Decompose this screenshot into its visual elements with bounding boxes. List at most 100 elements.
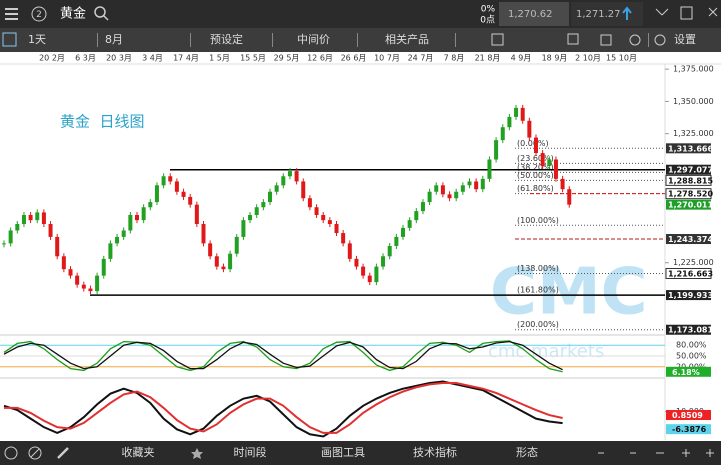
- menu-icon[interactable]: [5, 8, 18, 20]
- value-badge-label: 6.18%: [672, 368, 700, 377]
- price-badge: [666, 164, 711, 175]
- candle: [567, 189, 572, 205]
- price-badge: [666, 199, 711, 210]
- candle: [520, 107, 525, 121]
- candle: [268, 191, 272, 203]
- change-pct: 0%: [481, 5, 496, 15]
- footer-button[interactable]: 画图工具: [321, 446, 365, 459]
- candle: [454, 191, 459, 199]
- candle: [261, 202, 266, 208]
- value-badge-label: 0.8509: [672, 411, 703, 420]
- symbol[interactable]: 黄金: [60, 6, 86, 22]
- footer-button[interactable]: 收藏夹: [122, 445, 155, 459]
- candle: [115, 236, 120, 244]
- date-label: 10 7月: [374, 54, 400, 63]
- panel-icon[interactable]: [2, 32, 17, 47]
- fib-label: (50.00%): [517, 171, 554, 180]
- bid-box[interactable]: [499, 2, 569, 26]
- footer-button[interactable]: 技术指标: [413, 445, 457, 459]
- footer-button[interactable]: 时间段: [234, 445, 267, 459]
- price-badge-label: 1,288.815: [668, 176, 713, 185]
- candle: [420, 202, 425, 212]
- date-label: 6 3月: [75, 54, 96, 63]
- candle: [75, 275, 80, 285]
- candle: [440, 185, 445, 195]
- candle: [387, 245, 392, 257]
- candle: [540, 153, 545, 166]
- fib-label: (0.00%): [517, 139, 549, 148]
- candle: [534, 137, 538, 154]
- candle: [128, 214, 133, 231]
- candle: [474, 181, 479, 190]
- indicator-line: [3, 340, 563, 373]
- tab-number[interactable]: 2: [36, 10, 42, 20]
- fib-label: (61.80%): [517, 184, 554, 193]
- price-badge-label: 1,270.011: [668, 201, 713, 210]
- interval[interactable]: 1天: [28, 33, 46, 46]
- candle: [201, 224, 206, 244]
- date-label: 15 5月: [240, 54, 266, 63]
- candle: [8, 230, 13, 244]
- toolbar-separators: [97, 33, 649, 47]
- price-badge: [665, 188, 712, 200]
- fib-label: (100.00%): [517, 216, 559, 225]
- candle: [181, 191, 186, 197]
- search-icon[interactable]: [94, 6, 109, 21]
- value-badge: [666, 366, 711, 377]
- preset[interactable]: 预设定: [210, 32, 243, 46]
- related[interactable]: 相关产品: [385, 32, 429, 46]
- date-label: 7 8月: [444, 54, 465, 63]
- price-badge: [666, 324, 711, 335]
- date-label: 17 4月: [173, 54, 199, 63]
- candle: [487, 159, 492, 179]
- candle: [401, 227, 405, 237]
- footer-nav[interactable]: [598, 449, 714, 457]
- candle: [407, 220, 412, 228]
- footer-icons[interactable]: [4, 446, 69, 460]
- date-label: 1 5月: [209, 54, 230, 63]
- y-tick-label: 1,225.000: [673, 258, 714, 267]
- month[interactable]: 8月: [105, 33, 123, 46]
- candle: [494, 140, 499, 160]
- candle: [121, 230, 126, 237]
- fib-label: (200.00%): [517, 320, 559, 329]
- star-icon[interactable]: [191, 448, 203, 459]
- candle: [480, 178, 485, 190]
- candle: [361, 266, 366, 276]
- footer-button[interactable]: 形态: [516, 446, 538, 459]
- candle: [447, 194, 452, 199]
- candle: [141, 207, 146, 221]
- window-icons[interactable]: [655, 6, 718, 20]
- candle: [553, 159, 558, 179]
- settings[interactable]: 设置: [674, 33, 696, 46]
- candle: [148, 202, 153, 208]
- value-badge: [666, 424, 711, 435]
- price-type[interactable]: 中间价: [297, 33, 330, 46]
- candle: [427, 191, 432, 203]
- date-label: 3 4月: [142, 54, 163, 63]
- date-label: 20 2月: [39, 54, 65, 63]
- candle: [81, 284, 86, 289]
- candle: [168, 176, 173, 182]
- candle: [21, 214, 26, 225]
- candle: [507, 116, 512, 128]
- candle: [314, 207, 319, 215]
- ask-box[interactable]: [571, 2, 643, 26]
- date-label: 20 3月: [106, 54, 132, 63]
- y-tick-label: 50.00%: [676, 352, 707, 361]
- indicator-line: [4, 381, 563, 434]
- bid[interactable]: 1,270.62: [508, 9, 553, 20]
- ask[interactable]: 1,271.27: [576, 9, 621, 20]
- candle: [188, 196, 193, 205]
- candle: [460, 185, 465, 192]
- candle: [274, 185, 279, 192]
- value-badge: [666, 410, 711, 421]
- candle: [2, 243, 6, 245]
- tab-icon[interactable]: [31, 6, 47, 22]
- candle: [95, 275, 100, 292]
- toolbar-icons[interactable]: [491, 33, 666, 46]
- candle: [28, 214, 33, 221]
- candle: [228, 253, 233, 270]
- candle: [301, 181, 306, 199]
